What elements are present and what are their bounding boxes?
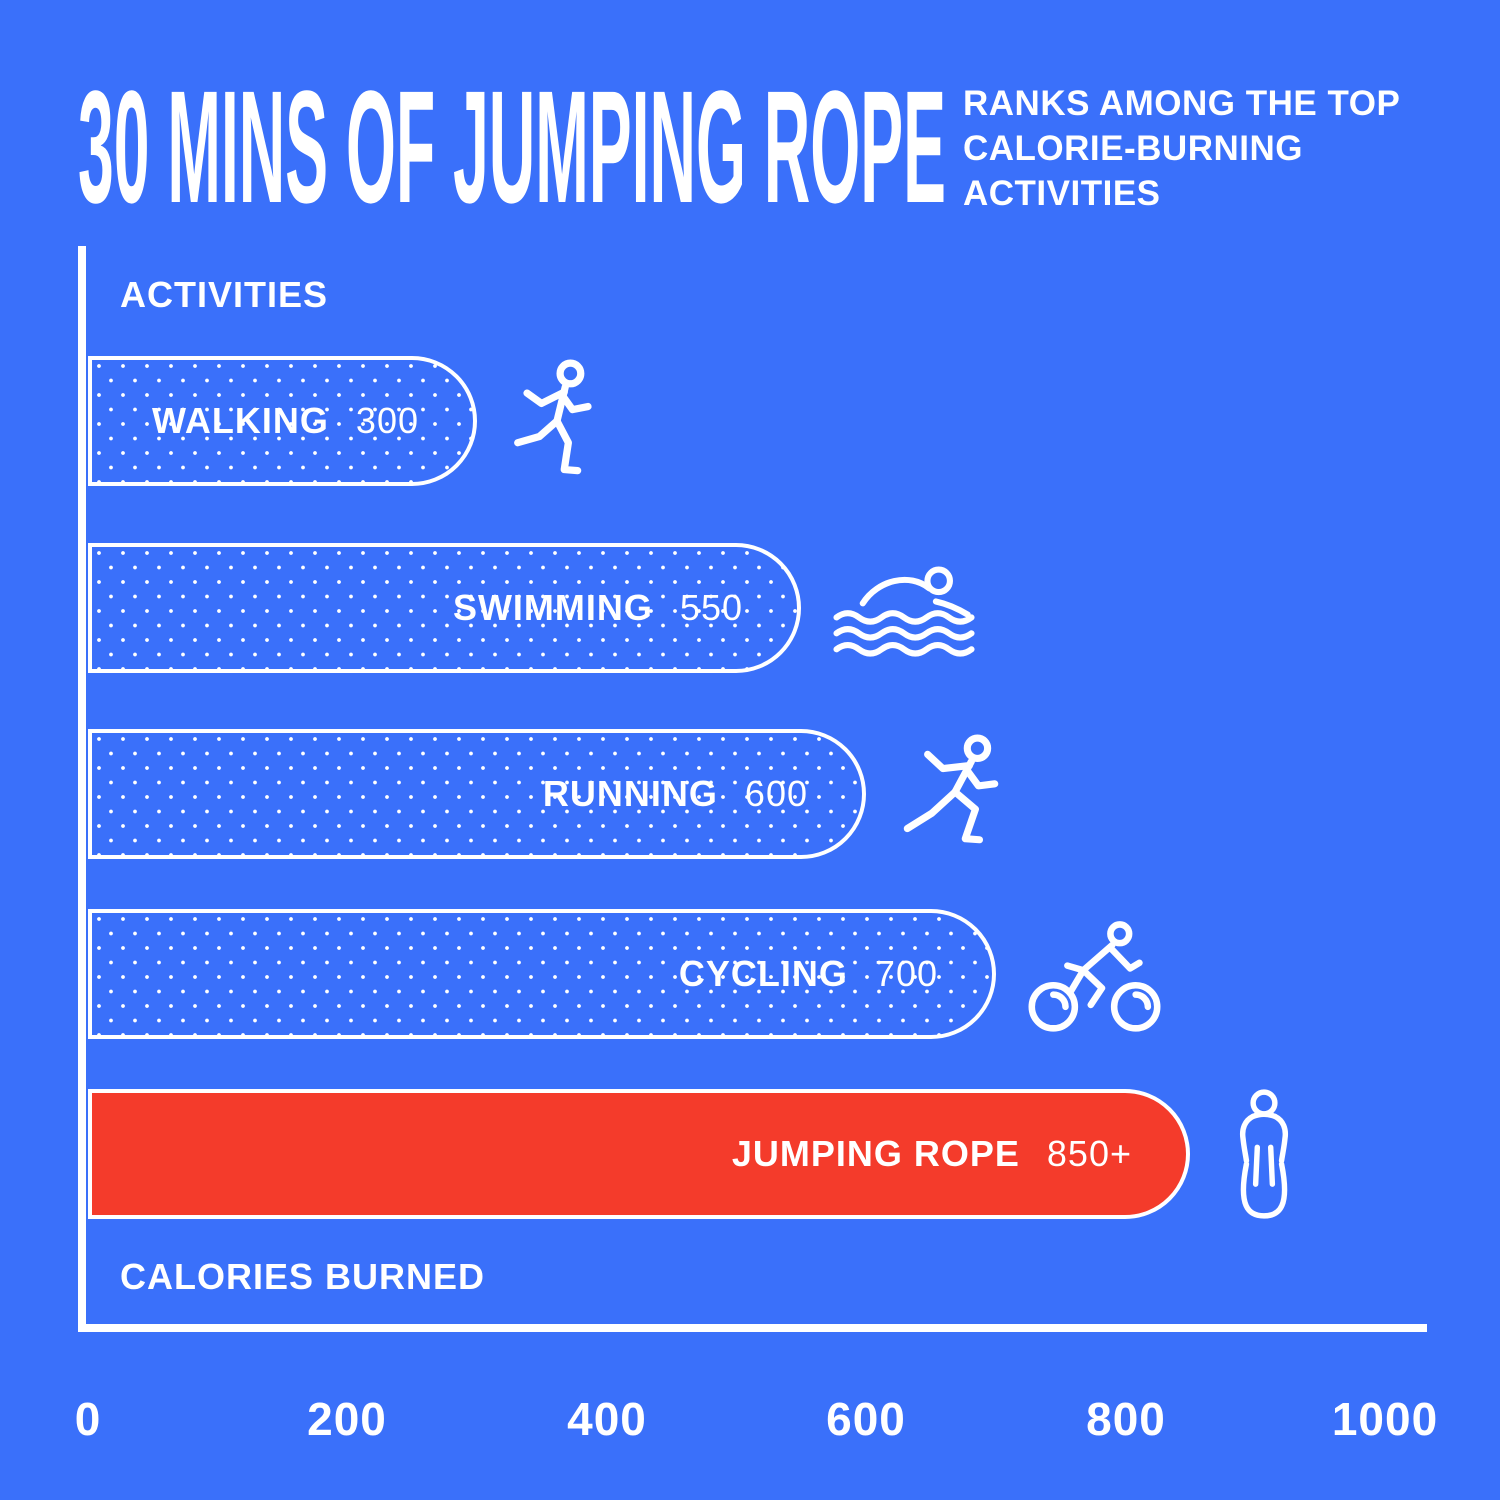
- page-title: 30 MINS OF JUMPING ROPE: [78, 66, 946, 216]
- bar-value: 850+: [1046, 1133, 1132, 1174]
- subtitle: RANKS AMONG THE TOP CALORIE-BURNING ACTI…: [963, 82, 1443, 216]
- y-axis-label: ACTIVITIES: [120, 274, 329, 315]
- bar-label: RUNNING: [542, 773, 718, 814]
- bar-walking: WALKING 300: [88, 356, 477, 486]
- bar-row-swimming: SWIMMING 550: [88, 543, 979, 673]
- bar-label: CYCLING: [678, 953, 848, 994]
- x-tick-200: 200: [307, 1393, 387, 1445]
- bar-row-jumping-rope: JUMPING ROPE 850+: [88, 1089, 1310, 1219]
- bar-value: 700: [874, 953, 938, 994]
- subtitle-line: ACTIVITIES: [963, 173, 1161, 213]
- swimming-icon: [829, 559, 979, 658]
- x-axis-line: [78, 1324, 1427, 1332]
- bar-row-running: RUNNING 600: [88, 729, 1006, 859]
- bar-value: 550: [679, 587, 743, 628]
- bar-value: 300: [355, 400, 419, 441]
- bar-row-cycling: CYCLING 700: [88, 909, 1165, 1039]
- x-axis-label: CALORIES BURNED: [120, 1256, 486, 1297]
- walking-icon: [505, 359, 609, 483]
- x-tick-1000: 1000: [1331, 1393, 1439, 1445]
- bar-label: SWIMMING: [452, 587, 653, 628]
- bar-label: JUMPING ROPE: [731, 1133, 1020, 1174]
- subtitle-line: RANKS AMONG THE TOP: [963, 84, 1401, 123]
- bar-jumping-rope: JUMPING ROPE 850+: [88, 1089, 1190, 1219]
- x-tick-800: 800: [1086, 1393, 1166, 1445]
- x-tick-600: 600: [826, 1393, 906, 1445]
- bar-label: WALKING: [151, 400, 329, 441]
- title-block: 30 MINS OF JUMPING ROPE: [78, 66, 946, 216]
- y-axis-line: [78, 246, 86, 1332]
- cycling-icon: [1024, 916, 1165, 1033]
- x-tick-400: 400: [567, 1393, 647, 1445]
- running-icon: [894, 733, 1006, 855]
- bar-cycling: CYCLING 700: [88, 909, 996, 1039]
- jump-rope-icon: [1218, 1087, 1310, 1221]
- bar-value: 600: [744, 773, 808, 814]
- bar-row-walking: WALKING 300: [88, 356, 609, 486]
- bar-running: RUNNING 600: [88, 729, 866, 859]
- x-tick-0: 0: [74, 1393, 102, 1445]
- bar-swimming: SWIMMING 550: [88, 543, 801, 673]
- subtitle-line: CALORIE-BURNING: [963, 128, 1303, 168]
